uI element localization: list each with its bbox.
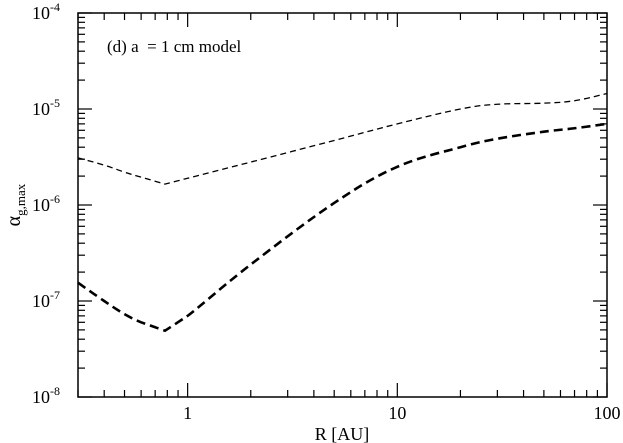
chart-annotation: (d) a = 1 cm model bbox=[107, 37, 241, 56]
x-tick-label: 100 bbox=[594, 403, 621, 423]
y-axis-label-sub: g,max bbox=[13, 183, 28, 216]
series-line-2 bbox=[77, 122, 608, 333]
plot-frame bbox=[77, 12, 608, 398]
x-tick-label: 10 bbox=[388, 403, 406, 423]
y-tick-label: 10-6 bbox=[32, 192, 60, 215]
ticks-layer: 1 10 100 10-8 10-7 10-6 10-5 10-4 bbox=[32, 0, 621, 423]
y-axis-label: αg,max bbox=[3, 183, 28, 226]
y-tick-label: 10-8 bbox=[32, 384, 60, 407]
series-layer bbox=[77, 92, 608, 333]
y-tick-label: 10-7 bbox=[32, 288, 60, 311]
y-tick-label: 10-4 bbox=[32, 0, 60, 23]
x-tick-label: 1 bbox=[183, 403, 192, 423]
svg-text:αg,max: αg,max bbox=[3, 183, 28, 226]
y-axis-label-main: α bbox=[3, 215, 25, 226]
series-line-1 bbox=[77, 92, 608, 185]
x-axis-label: R [AU] bbox=[315, 424, 370, 443]
y-tick-label: 10-5 bbox=[32, 96, 60, 119]
